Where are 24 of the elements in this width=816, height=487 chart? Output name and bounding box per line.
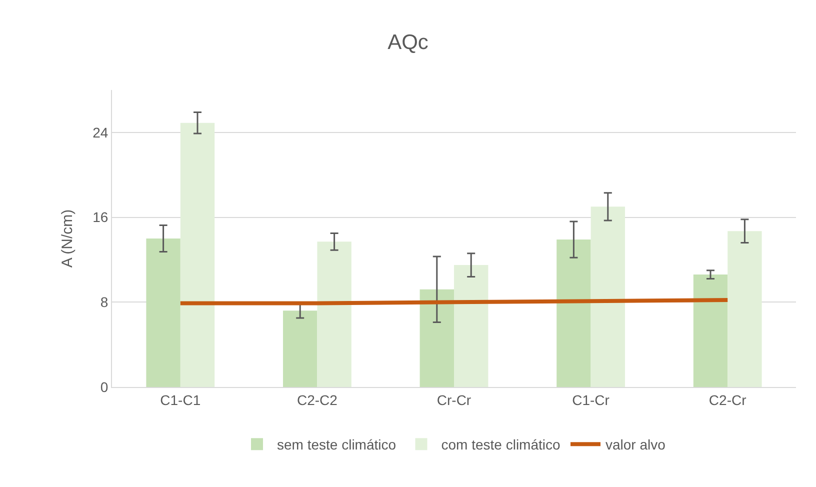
x-tick-label: Cr-Cr	[436, 392, 472, 408]
x-tick-label: C1-Cr	[572, 392, 610, 408]
x-tick-label: C2-C2	[296, 392, 338, 408]
legend-label: valor alvo	[605, 436, 666, 453]
bar	[454, 265, 488, 387]
y-tick-label: 24	[92, 124, 108, 140]
x-tick-label: C1-C1	[160, 392, 201, 408]
y-tick-label: 0	[100, 378, 108, 395]
bar	[283, 310, 318, 387]
bar	[590, 206, 625, 387]
y-axis-title: A (N/cm)	[59, 209, 76, 268]
bar	[317, 242, 352, 387]
bar	[556, 240, 591, 387]
bar	[180, 122, 215, 387]
bar	[420, 289, 454, 387]
x-tick-label: C2-Cr	[708, 392, 747, 408]
chart-title: AQc	[388, 30, 428, 54]
bar	[728, 231, 762, 387]
y-tick-label: 8	[100, 294, 108, 310]
y-tick-label: 16	[92, 209, 108, 226]
bar	[693, 274, 728, 387]
legend-label: sem teste climático	[277, 436, 396, 453]
legend-label: com teste climático	[441, 436, 560, 453]
bar	[146, 238, 180, 387]
